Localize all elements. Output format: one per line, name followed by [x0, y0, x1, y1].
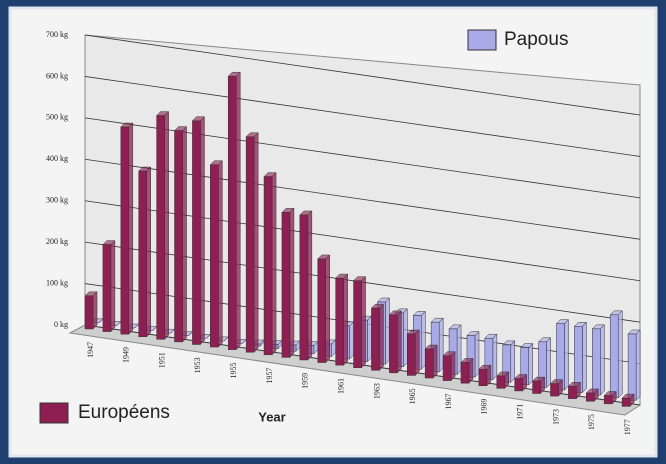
bar — [352, 276, 367, 369]
bar — [227, 71, 241, 351]
x-tick-label: 1973 — [551, 409, 560, 425]
legend-swatch — [467, 29, 497, 51]
x-tick-label: 1975 — [587, 414, 596, 430]
bar — [442, 351, 456, 382]
bar — [591, 324, 605, 396]
bar — [502, 340, 516, 383]
bar — [621, 393, 635, 408]
x-tick-label: 1967 — [444, 393, 453, 409]
bar — [281, 207, 295, 358]
y-tick-label: 700 kg — [46, 30, 68, 39]
x-tick-label: 1965 — [408, 388, 417, 404]
y-tick-label: 500 kg — [46, 113, 68, 122]
bar — [299, 210, 313, 361]
bar — [531, 376, 546, 395]
x-tick-label: 1947 — [86, 342, 95, 358]
legend-label: Papous — [504, 29, 568, 50]
bar — [173, 126, 188, 343]
bar — [120, 122, 134, 335]
bar — [84, 291, 98, 330]
bar — [156, 111, 170, 340]
bar — [102, 239, 116, 333]
legend-label: Européens — [78, 402, 170, 423]
x-tick-label: 1969 — [480, 399, 489, 415]
x-tick-label: 1971 — [516, 404, 525, 420]
bar — [263, 172, 277, 356]
x-tick-label: 1959 — [301, 373, 310, 389]
legend-swatch — [39, 402, 69, 424]
x-tick-label: 1955 — [229, 363, 238, 379]
x-tick-label: 1957 — [265, 368, 274, 384]
bar — [496, 371, 510, 389]
y-tick-label: 0 kg — [54, 320, 68, 329]
y-tick-label: 300 kg — [46, 196, 68, 205]
bar — [549, 379, 564, 397]
bar — [466, 331, 480, 378]
y-tick-label: 400 kg — [46, 154, 68, 163]
x-tick-label: 1961 — [336, 378, 345, 394]
bar — [388, 310, 402, 374]
bar — [573, 321, 587, 394]
bar — [478, 364, 492, 387]
bar — [514, 373, 528, 392]
bar — [370, 303, 385, 371]
bar — [335, 273, 349, 366]
x-tick-label: 1951 — [157, 352, 166, 368]
bar — [484, 333, 498, 381]
x-tick-label: 1963 — [372, 383, 381, 399]
bar — [460, 357, 474, 384]
bar — [209, 160, 223, 348]
y-tick-label: 100 kg — [46, 278, 68, 287]
bar — [317, 254, 331, 364]
bar — [424, 344, 438, 379]
bar — [609, 310, 623, 399]
bar — [567, 381, 581, 400]
grid-line — [84, 34, 641, 116]
bar — [138, 166, 152, 338]
y-tick-label: 600 kg — [46, 71, 68, 80]
grid-line — [84, 76, 641, 157]
bar — [603, 390, 617, 405]
y-tick-label: 200 kg — [46, 237, 68, 246]
bar — [627, 329, 641, 401]
bar — [245, 132, 259, 353]
x-axis-label: Year — [258, 409, 285, 424]
x-tick-label: 1977 — [623, 419, 632, 435]
bar — [191, 116, 206, 346]
bar — [406, 329, 420, 377]
bar — [585, 388, 599, 402]
x-tick-label: 1949 — [122, 347, 131, 363]
x-tick-label: 1953 — [193, 357, 202, 373]
